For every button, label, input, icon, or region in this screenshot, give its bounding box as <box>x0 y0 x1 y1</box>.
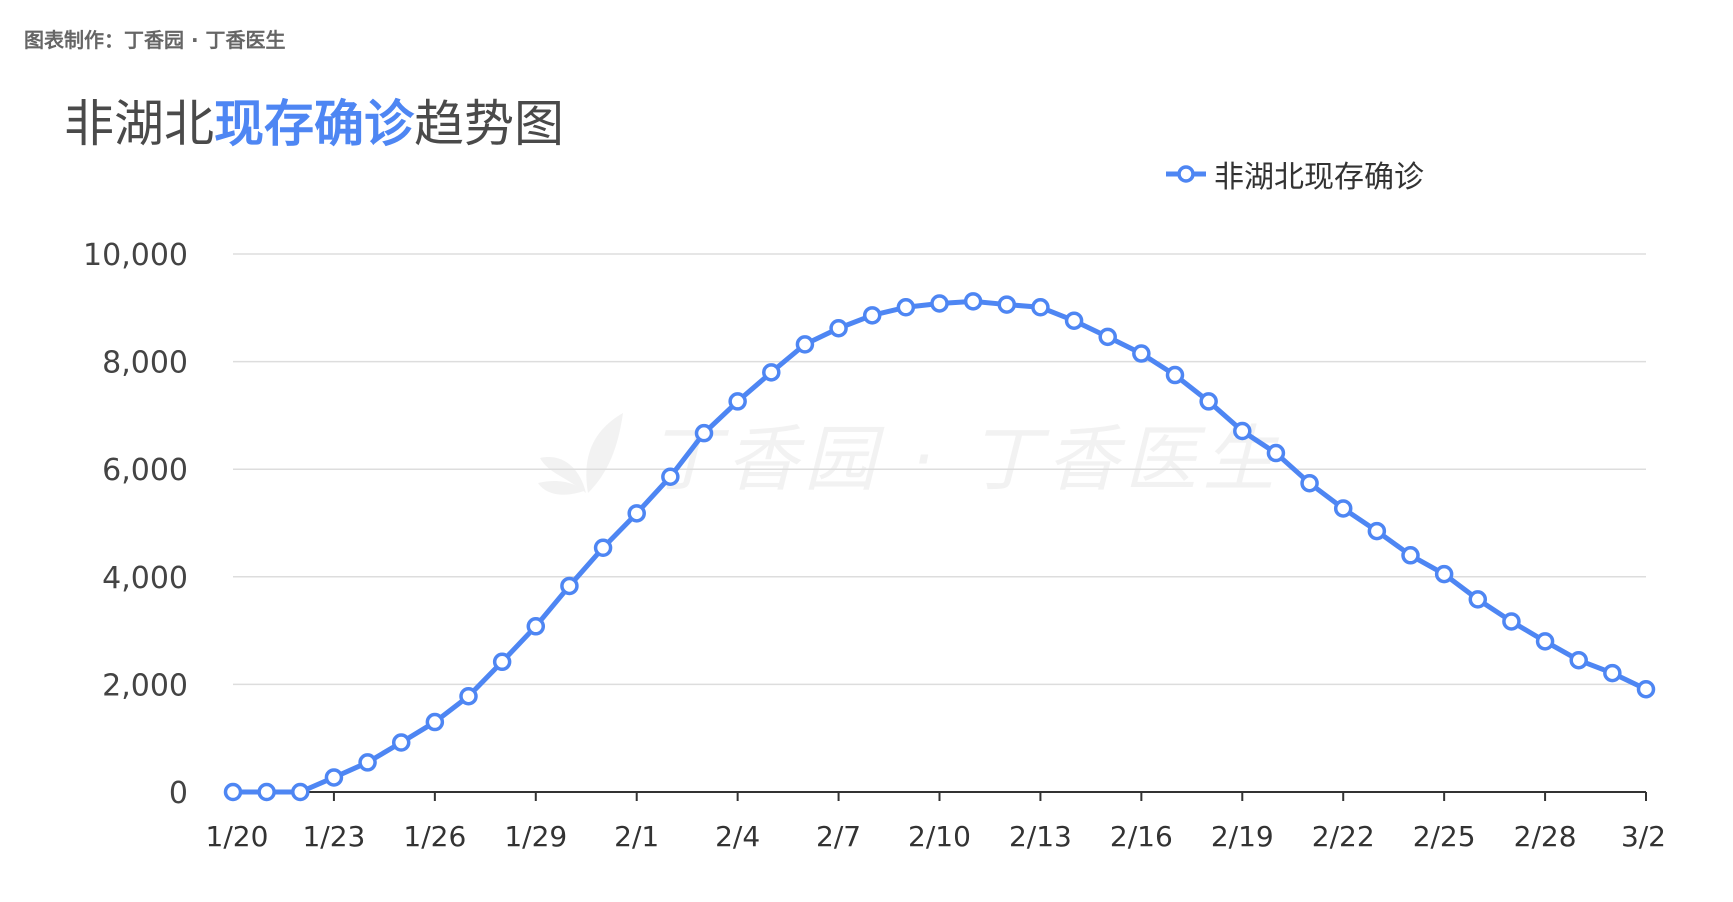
data-point <box>661 467 680 486</box>
data-point <box>257 782 276 802</box>
data-point <box>1165 365 1185 385</box>
data-point <box>1333 499 1353 518</box>
data-point <box>358 753 377 772</box>
legend-marker-icon <box>1166 165 1206 183</box>
x-tick-label: 1/29 <box>504 820 567 853</box>
data-point <box>526 617 546 636</box>
y-tick-label: 0 <box>169 776 188 811</box>
data-point <box>1569 650 1588 670</box>
x-tick-label: 2/22 <box>1312 820 1375 853</box>
data-point <box>762 363 781 382</box>
x-tick-label: 2/19 <box>1211 820 1274 853</box>
title-part-2: 趋势图 <box>414 95 564 153</box>
data-point <box>291 782 310 802</box>
x-tick-label: 2/4 <box>715 820 760 853</box>
data-point <box>1636 679 1656 699</box>
legend-label: 非湖北现存确诊 <box>1214 160 1424 195</box>
x-tick-label: 1/23 <box>302 820 365 853</box>
x-tick-label: 2/16 <box>1110 820 1173 853</box>
data-point <box>862 306 882 325</box>
x-tick-label: 2/1 <box>614 820 659 853</box>
data-point <box>1300 473 1319 493</box>
series-points <box>223 292 1656 802</box>
legend[interactable]: 非湖北现存确诊 <box>1164 152 1424 196</box>
y-axis-labels: 0 2,000 4,000 6,000 8,000 10,000 <box>83 238 188 811</box>
watermark: 丁香园 · 丁香医生 <box>538 400 1281 505</box>
leaf-logo-icon <box>538 412 623 495</box>
chart-title: 非湖北现存确诊趋势图 <box>64 84 564 156</box>
data-point <box>1199 392 1218 411</box>
data-point <box>829 318 848 338</box>
data-point <box>1434 564 1454 584</box>
y-tick-label: 6,000 <box>102 453 188 488</box>
data-point <box>1535 632 1555 651</box>
y-tick-label: 8,000 <box>102 346 188 381</box>
data-point <box>1233 421 1252 441</box>
data-point <box>728 392 747 411</box>
data-point <box>391 733 411 752</box>
x-tick-label: 2/7 <box>816 820 861 853</box>
data-point <box>324 768 344 787</box>
y-tick-label: 2,000 <box>102 668 188 703</box>
data-point <box>795 335 815 354</box>
title-highlight: 现存确诊 <box>214 95 414 153</box>
grid-lines <box>233 253 1646 686</box>
data-point <box>896 298 916 317</box>
data-point <box>627 504 646 523</box>
data-point <box>1603 663 1622 683</box>
data-point <box>963 292 983 311</box>
data-point <box>930 294 949 313</box>
title-part-1: 非湖北 <box>64 95 214 153</box>
x-tick-label: 2/13 <box>1009 820 1072 853</box>
data-point <box>1064 311 1084 330</box>
data-point <box>223 782 243 802</box>
data-point <box>560 576 579 596</box>
y-tick-label: 10,000 <box>83 238 188 273</box>
data-point <box>425 712 445 732</box>
x-tick-label: 2/10 <box>908 820 971 853</box>
data-point <box>997 295 1017 314</box>
x-axis-labels: 1/20 1/23 1/26 1/29 2/1 2/4 2/7 2/10 2/13 2/16 2/1… <box>206 820 1666 853</box>
x-tick-label: 2/25 <box>1413 820 1476 853</box>
data-point <box>1132 344 1151 363</box>
data-point <box>492 652 512 672</box>
data-point <box>1367 521 1387 541</box>
y-tick-label: 4,000 <box>102 561 188 596</box>
series-line-path <box>230 298 1649 795</box>
data-point <box>1502 612 1521 631</box>
data-point <box>1266 443 1286 463</box>
x-tick-label: 1/26 <box>403 820 466 853</box>
series-line <box>230 298 1649 795</box>
x-tick-label: 2/28 <box>1514 820 1577 853</box>
data-point <box>1031 298 1050 317</box>
data-point <box>459 686 478 706</box>
data-point <box>593 538 613 557</box>
watermark-text: 丁香园 · 丁香医生 <box>648 417 1281 501</box>
x-tick-label: 3/2 <box>1621 820 1666 853</box>
data-point <box>1098 327 1117 347</box>
x-axis <box>232 791 1647 801</box>
data-point <box>1401 546 1420 565</box>
data-point <box>694 423 714 443</box>
x-tick-label: 1/20 <box>206 820 269 853</box>
chart-credit: 图表制作：丁香园 · 丁香医生 <box>24 28 286 52</box>
data-point <box>1468 590 1488 609</box>
